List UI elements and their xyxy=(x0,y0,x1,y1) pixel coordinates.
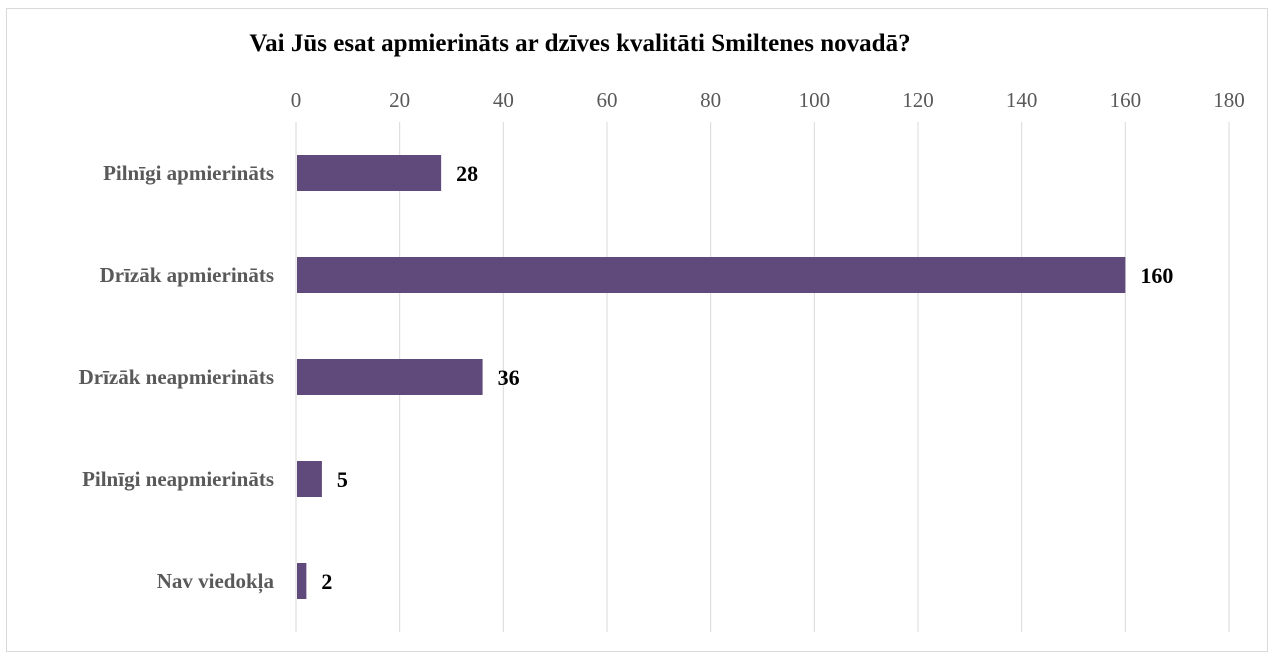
category-label: Drīzāk apmierināts xyxy=(100,263,274,287)
x-tick-label: 40 xyxy=(493,88,514,112)
bar xyxy=(297,563,307,599)
category-label: Nav viedokļa xyxy=(157,569,275,594)
bar xyxy=(297,257,1126,293)
x-tick-label: 160 xyxy=(1110,88,1142,112)
data-label: 28 xyxy=(456,161,478,186)
x-axis-tick-labels: 0 20 40 60 80 100 120 140 160 180 xyxy=(291,88,1245,112)
category-label: Drīzāk neapmierināts xyxy=(79,365,274,389)
chart-frame xyxy=(6,8,1268,652)
bars xyxy=(297,155,1126,599)
x-tick-label: 0 xyxy=(291,88,302,112)
chart-title: Vai Jūs esat apmierināts ar dzīves kvali… xyxy=(249,30,911,57)
category-labels: Pilnīgi apmierināts Drīzāk apmierināts Drī… xyxy=(79,161,275,594)
x-tick-label: 180 xyxy=(1213,88,1245,112)
data-label: 2 xyxy=(321,569,332,594)
x-tick-label: 100 xyxy=(799,88,831,112)
category-label: Pilnīgi apmierināts xyxy=(103,161,274,185)
data-labels: 28 160 36 5 2 xyxy=(321,161,1173,594)
x-tick-label: 20 xyxy=(389,88,410,112)
data-label: 5 xyxy=(337,467,348,492)
x-tick-label: 80 xyxy=(700,88,721,112)
bar xyxy=(297,359,483,395)
category-label: Pilnīgi neapmierināts xyxy=(82,467,274,491)
data-label: 36 xyxy=(498,365,520,390)
x-tick-label: 120 xyxy=(902,88,934,112)
x-tick-label: 60 xyxy=(597,88,618,112)
gridlines xyxy=(295,122,1230,632)
x-tick-label: 140 xyxy=(1006,88,1038,112)
bar xyxy=(297,461,322,497)
bar xyxy=(297,155,442,191)
data-label: 160 xyxy=(1140,263,1173,288)
